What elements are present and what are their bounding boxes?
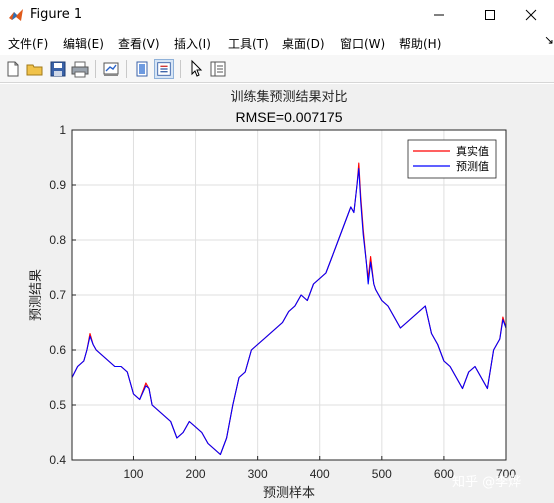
tick-layer: 100 200 300 400 500 600 700 0.4 0.5 0.6 0.7 0.8 0.9 1 (49, 123, 516, 481)
maximize-icon (485, 10, 495, 20)
y-tick-label: 0.4 (49, 453, 66, 467)
print-icon[interactable] (70, 59, 90, 79)
open-file-icon[interactable] (25, 59, 45, 79)
toolbar-separator (126, 60, 127, 78)
x-axis-label: 预测样本 (263, 486, 315, 501)
property-inspector-icon[interactable] (208, 59, 228, 79)
maximize-button[interactable] (467, 0, 513, 30)
close-button[interactable] (508, 0, 554, 30)
menu-help[interactable]: 帮助(H) (399, 37, 442, 51)
y-tick-label: 0.9 (49, 178, 66, 192)
show-plot-tools-icon[interactable] (154, 59, 174, 79)
menu-view[interactable]: 查看(V) (118, 37, 160, 51)
x-tick-label: 100 (123, 467, 143, 481)
figure-canvas: 训练集预测结果对比 RMSE=0.007175 100 200 300 400 500 6… (0, 84, 554, 503)
menu-insert[interactable]: 插入(I) (174, 37, 211, 51)
chart-title: 训练集预测结果对比 (230, 89, 347, 105)
minimize-button[interactable] (416, 0, 462, 30)
save-icon[interactable] (48, 59, 68, 79)
y-tick-label: 0.6 (49, 343, 66, 357)
x-tick-label: 500 (372, 467, 392, 481)
series-line-pred (71, 167, 507, 456)
legend-box (407, 139, 497, 179)
chart: 训练集预测结果对比 RMSE=0.007175 100 200 300 400 500 6… (29, 89, 516, 501)
chart-subtitle: RMSE=0.007175 (235, 109, 342, 125)
menu-bar: 文件(F) 编辑(E) 查看(V) 插入(I) 工具(T) 桌面(D) 窗口(W… (0, 31, 554, 53)
x-tick-label: 400 (310, 467, 330, 481)
y-axis-label: 预测结果 (29, 269, 44, 321)
link-plot-icon[interactable] (101, 59, 121, 79)
series-layer (71, 162, 507, 456)
menu-tools[interactable]: 工具(T) (228, 37, 269, 51)
menu-edit[interactable]: 编辑(E) (63, 37, 104, 51)
toolbar-separator (95, 60, 96, 78)
y-tick-label: 0.7 (49, 288, 66, 302)
x-tick-label: 200 (186, 467, 206, 481)
toolbar-separator (180, 60, 181, 78)
new-figure-icon[interactable] (3, 59, 23, 79)
matlab-logo-icon (9, 9, 23, 21)
close-icon (525, 9, 537, 21)
x-tick-label: 700 (496, 467, 516, 481)
watermark: 知乎 @李烨 (452, 475, 522, 490)
minimize-icon (434, 14, 444, 16)
menu-file[interactable]: 文件(F) (8, 37, 49, 51)
menu-overflow-icon[interactable]: ↘ (544, 33, 554, 47)
y-tick-label: 0.5 (49, 398, 66, 412)
hide-plot-tools-icon[interactable] (132, 59, 152, 79)
legend[interactable]: 真实值 预测值 (407, 139, 497, 179)
x-tick-label: 300 (248, 467, 268, 481)
menu-window[interactable]: 窗口(W) (340, 37, 386, 51)
y-tick-label: 1 (59, 123, 66, 137)
edit-plot-arrow-icon[interactable] (186, 59, 206, 79)
y-tick-label: 0.8 (49, 233, 66, 247)
legend-label-true: 真实值 (456, 144, 489, 158)
figure-toolbar (0, 55, 554, 83)
menu-desktop[interactable]: 桌面(D) (282, 37, 325, 51)
legend-label-pred: 预测值 (456, 160, 489, 173)
window-title: Figure 1 (30, 7, 83, 22)
x-tick-label: 600 (434, 467, 454, 481)
window-titlebar: Figure 1 (0, 0, 554, 30)
